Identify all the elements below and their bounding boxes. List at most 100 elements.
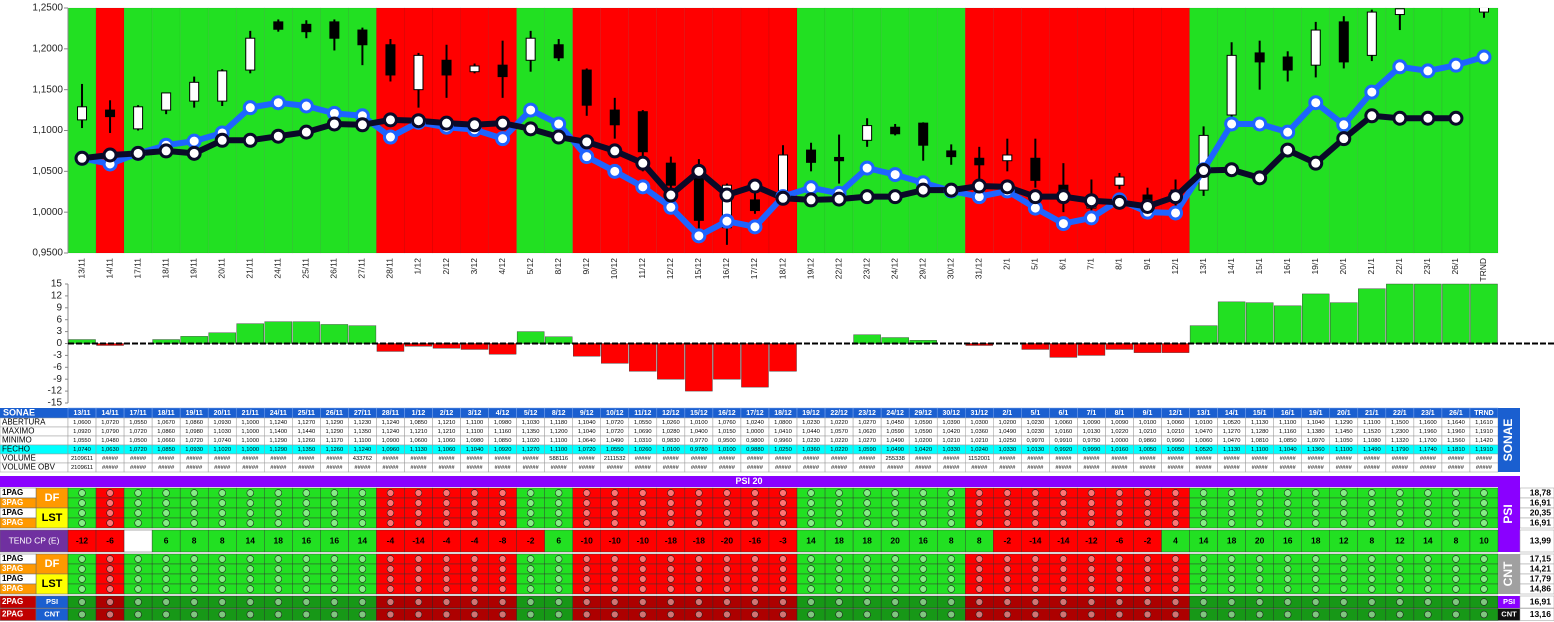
signal-dot: [667, 555, 675, 563]
signal-dot: [1059, 598, 1068, 606]
candle-body: [357, 29, 368, 46]
signal-dot: [1227, 565, 1236, 573]
signal-dot: [162, 499, 170, 507]
signal-dot: [134, 598, 142, 606]
signal-shade: [1413, 608, 1442, 621]
signal-dot: [807, 509, 815, 517]
signal-dot: [554, 585, 563, 593]
signal-dot: [1059, 585, 1068, 593]
signal-dot: [863, 509, 871, 517]
line-marker: [775, 190, 791, 206]
signal-dot: [554, 509, 563, 517]
bar: [1386, 283, 1414, 344]
y-tick-label: 1,1000: [32, 125, 63, 136]
signal-shade: [572, 608, 601, 621]
signal-dot: [1003, 509, 1012, 517]
bar: [741, 343, 769, 388]
line-marker: [382, 129, 398, 145]
signal-dot: [751, 509, 759, 517]
signal-dot: [1031, 575, 1040, 583]
cell-text: 1,0500: [129, 438, 147, 444]
signal-dot: [1087, 575, 1096, 583]
signal-dot: [330, 499, 339, 507]
cell-text: 0,9960: [774, 438, 792, 444]
signal-shade: [965, 608, 994, 621]
line-marker: [242, 132, 258, 148]
line-marker: [102, 147, 118, 163]
signal-dot: [1480, 489, 1488, 497]
signal-dot: [891, 509, 899, 517]
signal-dot: [1003, 610, 1012, 619]
x-tick-label: 12/1: [1170, 258, 1180, 275]
signal-shade: [1469, 596, 1498, 608]
signal-dot: [779, 509, 787, 517]
signal-dot: [947, 610, 955, 619]
signal-shade: [488, 608, 517, 621]
cell-text: 1,1740: [1419, 447, 1437, 453]
trend-value: -18: [665, 535, 678, 545]
cell-text: 1,1560: [1447, 438, 1465, 444]
header-label: 2/1: [1002, 410, 1012, 417]
signal-dot: [695, 555, 703, 563]
line-marker: [691, 163, 707, 179]
line-marker: [1224, 116, 1240, 132]
signal-dot: [1368, 610, 1376, 619]
signal-dot: [1171, 555, 1180, 563]
signal-dot: [162, 598, 170, 606]
candle-body: [1254, 52, 1265, 63]
signal-dot: [1340, 575, 1348, 583]
cell-text: 1,1130: [1251, 420, 1268, 426]
signal-shade: [881, 596, 910, 608]
signal-shade: [208, 596, 237, 608]
cell-text: 1,1270: [522, 447, 540, 453]
total-value: 17,79: [1530, 573, 1552, 583]
cell-text: 1,0230: [1026, 429, 1044, 435]
signal-dot: [218, 575, 226, 583]
signal-dot: [1199, 585, 1208, 593]
signal-dot: [1115, 610, 1124, 619]
signal-shade: [180, 608, 209, 621]
cell-text: 1,1100: [1335, 447, 1352, 453]
trend-value: 14: [358, 535, 368, 545]
signal-dot: [919, 499, 927, 507]
signal-dot: [583, 610, 591, 619]
cell-text: 1,1290: [326, 429, 344, 435]
signal-dot: [807, 575, 815, 583]
header-label: 9/1: [1143, 410, 1153, 417]
signal-dot: [78, 489, 86, 497]
line-marker: [439, 115, 455, 131]
signal-dot: [190, 489, 198, 497]
signal-dot: [1143, 598, 1152, 606]
signal-shade: [740, 608, 769, 621]
cell-text: #####: [130, 465, 147, 471]
x-tick-label: 21/1: [1366, 258, 1376, 275]
signal-dot: [1003, 555, 1012, 563]
candle-body: [441, 59, 452, 76]
signal-dot: [1059, 519, 1068, 527]
total-cell: [1519, 529, 1554, 553]
cell-text: 1,0670: [157, 420, 175, 426]
group-label: DF: [45, 492, 60, 504]
cell-text: #####: [1167, 456, 1184, 462]
trend-value: -2: [527, 535, 535, 545]
bar: [853, 334, 881, 344]
cell-text: 1,0200: [914, 438, 932, 444]
signal-dot: [162, 519, 170, 527]
x-tick-label: 5/12: [525, 258, 535, 275]
header-label: 23/12: [858, 410, 876, 417]
signal-dot: [274, 499, 282, 507]
y-tick-label: -12: [48, 386, 63, 397]
signal-dot: [1340, 489, 1348, 497]
row-label-cell: [0, 583, 37, 595]
cell-text: #####: [1083, 456, 1100, 462]
header-label: 12/1: [1169, 410, 1183, 417]
cell-text: #####: [943, 456, 960, 462]
cell-text: 1,0470: [1223, 438, 1241, 444]
signal-dot: [667, 565, 675, 573]
signal-dot: [1396, 499, 1404, 507]
signal-dot: [751, 585, 759, 593]
bar: [320, 324, 349, 344]
signal-dot: [1087, 509, 1096, 517]
signal-dot: [1199, 509, 1208, 517]
signal-shade: [124, 608, 153, 621]
